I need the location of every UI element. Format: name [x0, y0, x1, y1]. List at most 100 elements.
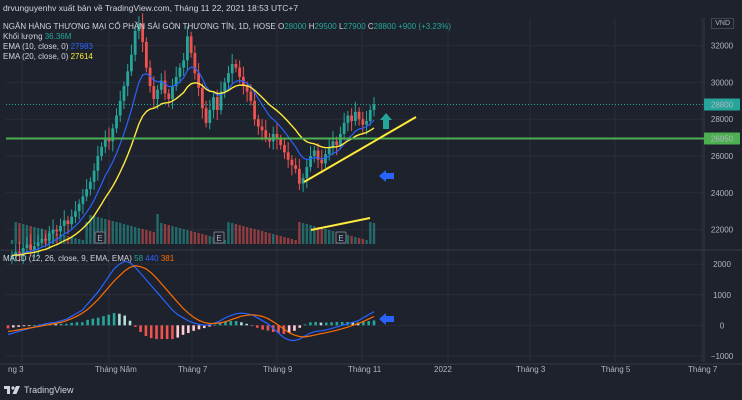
candle-body: [130, 54, 133, 72]
volume-bar: [309, 225, 312, 244]
current-price-tag-bg: [704, 98, 740, 111]
legend-volume-line: Khối lượng 36.36M: [3, 32, 72, 41]
support-level-tag: 26950: [711, 135, 734, 144]
volume-bar: [55, 233, 58, 244]
volume-bar: [92, 216, 96, 244]
candle-body: [189, 36, 193, 53]
candle-body: [159, 80, 163, 90]
volume-bar: [63, 235, 66, 244]
volume-bar: [14, 222, 17, 244]
price-tick-label: 28000: [711, 115, 734, 124]
close-value: 28800: [374, 22, 398, 31]
volume-bar: [301, 223, 305, 244]
macd-histogram-bar: [107, 314, 111, 326]
volume-bar: [249, 228, 253, 244]
macd-histogram-bar: [171, 325, 174, 340]
macd-histogram-bar: [181, 325, 185, 335]
volume-bar: [175, 227, 178, 244]
volume-bar: [133, 227, 137, 244]
macd-histogram-bar: [303, 324, 307, 326]
macd-tick-label: 2000: [713, 260, 731, 269]
volume-bar: [89, 215, 92, 244]
trendline-volume: [310, 217, 371, 231]
candle-body: [365, 121, 368, 125]
price-tick-label: 30000: [711, 78, 734, 87]
candle-body: [66, 220, 70, 225]
macd-legend-line: MACD (12, 26, close, 9, EMA, EMA) 58 440…: [3, 254, 175, 263]
open-label: O: [278, 22, 284, 31]
macd-histogram-bar: [176, 325, 180, 338]
volume-bar: [70, 237, 73, 244]
volume-bar: [152, 232, 156, 244]
time-tick-label: 2022: [434, 365, 452, 374]
volume-bar: [197, 233, 200, 244]
volume-bar: [320, 228, 323, 244]
earnings-marker: [94, 231, 106, 244]
candle-body: [368, 110, 372, 122]
volume-bar: [115, 222, 118, 244]
current-price-tag: 28800: [711, 100, 734, 109]
volume-bar: [137, 228, 141, 244]
macd-value: 440: [145, 254, 161, 263]
macd-histogram-bar: [112, 313, 116, 326]
volume-bar: [298, 222, 301, 244]
candle-body: [197, 73, 200, 88]
candle-body: [25, 244, 29, 248]
volume-bar: [119, 223, 122, 244]
volume-bar: [201, 234, 204, 244]
volume-bar: [305, 224, 309, 244]
volume-bar: [204, 235, 208, 244]
macd-histogram-bar: [59, 323, 63, 326]
candle-body: [215, 97, 219, 110]
volume-bar: [227, 222, 230, 244]
candle-body: [253, 100, 256, 120]
candle-body: [59, 225, 62, 232]
ema20-label: EMA (20, close, 0): [3, 52, 71, 61]
high-label: H: [309, 22, 315, 31]
candle-body: [144, 41, 148, 68]
ema20-value: 27614: [71, 52, 94, 61]
candle-body: [312, 150, 316, 156]
candle-body: [115, 115, 118, 129]
candle-body: [331, 141, 335, 147]
macd-histogram-bar: [86, 319, 89, 326]
candle-body: [18, 251, 21, 254]
macd-histogram-bar: [266, 325, 270, 331]
candle-body: [92, 170, 96, 182]
candle-body: [320, 159, 324, 164]
candle-body: [342, 122, 346, 134]
macd-histogram-bar: [54, 324, 58, 326]
macd-histogram-bar: [33, 325, 36, 326]
volume-bar: [238, 225, 241, 244]
macd-histogram-bar: [197, 325, 201, 330]
volume-bar: [122, 224, 126, 244]
volume-bar: [126, 225, 129, 244]
candle-body: [111, 128, 115, 142]
volume-bar: [25, 225, 29, 244]
volume-bar: [81, 240, 85, 244]
volume-bar: [260, 231, 264, 244]
symbol-name: NGÂN HÀNG THƯƠNG MẠI CỔ PHẦN SÀI GÒN THƯ…: [3, 21, 278, 31]
candle-body: [238, 67, 242, 77]
time-tick-label: ng 3: [8, 365, 24, 374]
volume-bar: [223, 240, 226, 244]
candle-body: [32, 246, 36, 250]
candle-body: [260, 126, 264, 131]
candle-body: [227, 73, 230, 83]
candle-body: [62, 220, 66, 226]
candle-body: [357, 111, 361, 120]
time-tick-label: Tháng 7: [178, 365, 208, 374]
candle-body: [230, 64, 234, 74]
volume-bar: [346, 235, 350, 244]
price-tick-label: 22000: [711, 226, 734, 235]
volume-bar: [290, 239, 294, 244]
ema10-value: 27983: [71, 42, 94, 51]
macd-histogram-bar: [187, 325, 190, 333]
volume-bar: [182, 229, 185, 244]
volume-bar: [156, 214, 159, 244]
macd-signal-value: 381: [161, 254, 175, 263]
candle-body: [327, 146, 331, 155]
candle-body: [103, 137, 107, 147]
volume-bar: [272, 234, 275, 244]
